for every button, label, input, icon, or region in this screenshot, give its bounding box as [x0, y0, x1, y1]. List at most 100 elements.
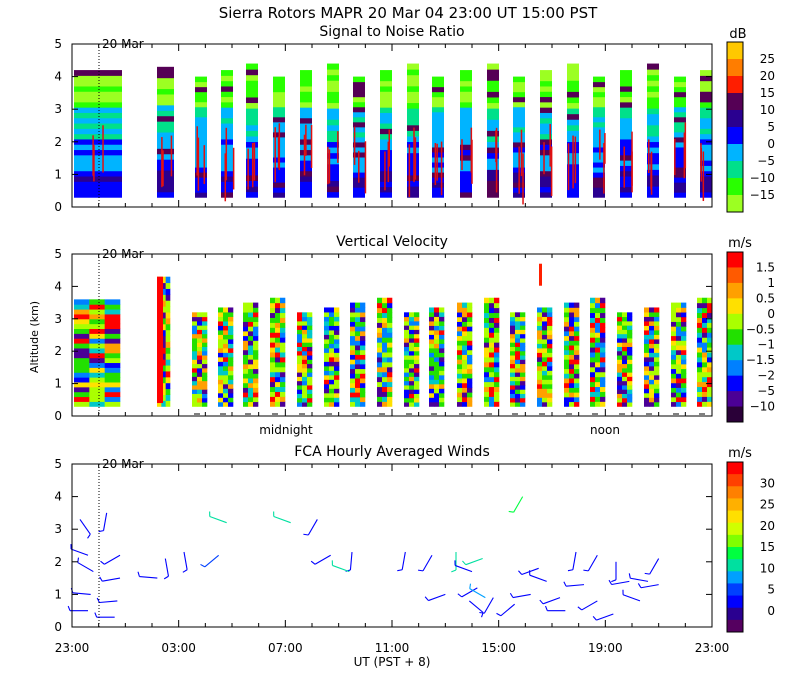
- velocity-cell: [484, 332, 490, 338]
- velocity-cell: [243, 368, 249, 374]
- velocity-cell: [676, 335, 682, 341]
- snr-cell: [647, 152, 659, 159]
- velocity-cell: [644, 352, 650, 358]
- snr-cell: [432, 136, 444, 143]
- velocity-cell: [350, 354, 356, 360]
- snr-streak: [647, 139, 650, 174]
- velocity-cell: [248, 401, 254, 407]
- velocity-cell: [302, 342, 308, 347]
- velocity-cell: [192, 312, 198, 318]
- snr-cell: [380, 160, 392, 166]
- velocity-cell: [600, 381, 606, 388]
- x-tick-label: 19:00: [588, 641, 623, 655]
- velocity-cell: [202, 350, 208, 356]
- snr-cell: [593, 177, 605, 183]
- velocity-cell: [574, 335, 580, 341]
- snr-cell: [593, 162, 605, 168]
- velocity-cell: [494, 302, 500, 309]
- velocity-cell: [218, 329, 224, 335]
- velocity-cell: [600, 302, 606, 309]
- y-tick-label: 5: [54, 37, 62, 51]
- velocity-cell: [644, 316, 650, 322]
- snr-cell: [620, 128, 632, 135]
- velocity-cell: [409, 402, 415, 407]
- velocity-cell: [165, 329, 171, 337]
- velocity-cell: [270, 371, 276, 378]
- velocity-cell: [280, 332, 286, 338]
- snr-cell: [460, 128, 472, 135]
- snr-cell: [407, 124, 419, 131]
- velocity-heatmap: [74, 263, 713, 415]
- snr-cell: [487, 186, 499, 193]
- velocity-cell: [404, 346, 410, 352]
- velocity-cell: [515, 329, 521, 335]
- velocity-cell: [494, 307, 500, 314]
- snr-cell: [567, 85, 579, 92]
- velocity-cell: [649, 383, 655, 389]
- snr-cell: [647, 63, 659, 70]
- snr-cell: [432, 182, 444, 188]
- velocity-cell: [228, 316, 234, 322]
- velocity-cell: [564, 302, 570, 308]
- velocity-cell: [302, 389, 308, 394]
- velocity-cell: [494, 366, 500, 373]
- velocity-cell: [590, 322, 596, 328]
- velocity-cell: [409, 389, 415, 394]
- velocity-cell: [228, 343, 234, 349]
- snr-cell: [432, 187, 444, 193]
- velocity-cell: [520, 320, 526, 326]
- snr-streak: [387, 141, 390, 183]
- snr-cell: [513, 106, 525, 113]
- velocity-cell: [253, 330, 259, 337]
- velocity-cell: [302, 325, 308, 330]
- velocity-cell: [702, 396, 708, 402]
- snr-cell: [593, 141, 605, 148]
- velocity-cell: [574, 401, 580, 407]
- velocity-cell: [681, 359, 687, 365]
- snr-cell: [74, 75, 122, 82]
- velocity-cell: [547, 338, 553, 344]
- wind-barb: [581, 600, 598, 611]
- snr-cell: [513, 81, 525, 88]
- velocity-cell: [600, 327, 606, 333]
- velocity-colorbar-unit: m/s: [728, 236, 752, 251]
- snr-cell: [246, 102, 258, 109]
- snr-cell: [674, 96, 686, 103]
- velocity-cell: [104, 372, 121, 378]
- velocity-cell: [329, 334, 335, 340]
- velocity-cell: [494, 337, 500, 343]
- velocity-cell: [429, 356, 435, 362]
- velocity-cell: [467, 326, 473, 332]
- velocity-cell: [537, 388, 543, 394]
- plot-frame: [71, 463, 713, 628]
- velocity-cell: [702, 327, 708, 333]
- snr-cell: [273, 91, 285, 98]
- velocity-cell: [192, 342, 198, 347]
- velocity-cell: [676, 359, 682, 365]
- snr-streak: [162, 150, 164, 187]
- velocity-cell: [409, 384, 415, 390]
- velocity-cell: [494, 317, 500, 323]
- snr-cell: [647, 135, 659, 143]
- velocity-cell: [350, 330, 356, 337]
- velocity-cell: [355, 316, 361, 322]
- velocity-cell: [89, 347, 105, 354]
- velocity-cell: [537, 334, 543, 340]
- velocity-cell: [595, 302, 601, 309]
- snr-cell: [300, 91, 312, 98]
- velocity-cell: [697, 366, 703, 373]
- y-tick-label: 4: [54, 70, 62, 84]
- velocity-cell: [302, 355, 308, 360]
- velocity-cell: [382, 396, 388, 402]
- snr-cell: [157, 99, 174, 106]
- snr-cell: [460, 181, 472, 188]
- velocity-cell: [297, 355, 303, 360]
- velocity-cell: [676, 340, 682, 346]
- velocity-cell: [494, 386, 500, 392]
- velocity-cell: [248, 335, 254, 341]
- velocity-cell: [462, 335, 468, 341]
- velocity-cell: [439, 329, 445, 335]
- velocity-cell: [355, 392, 361, 398]
- snr-cell: [380, 138, 392, 145]
- velocity-cell: [462, 396, 468, 403]
